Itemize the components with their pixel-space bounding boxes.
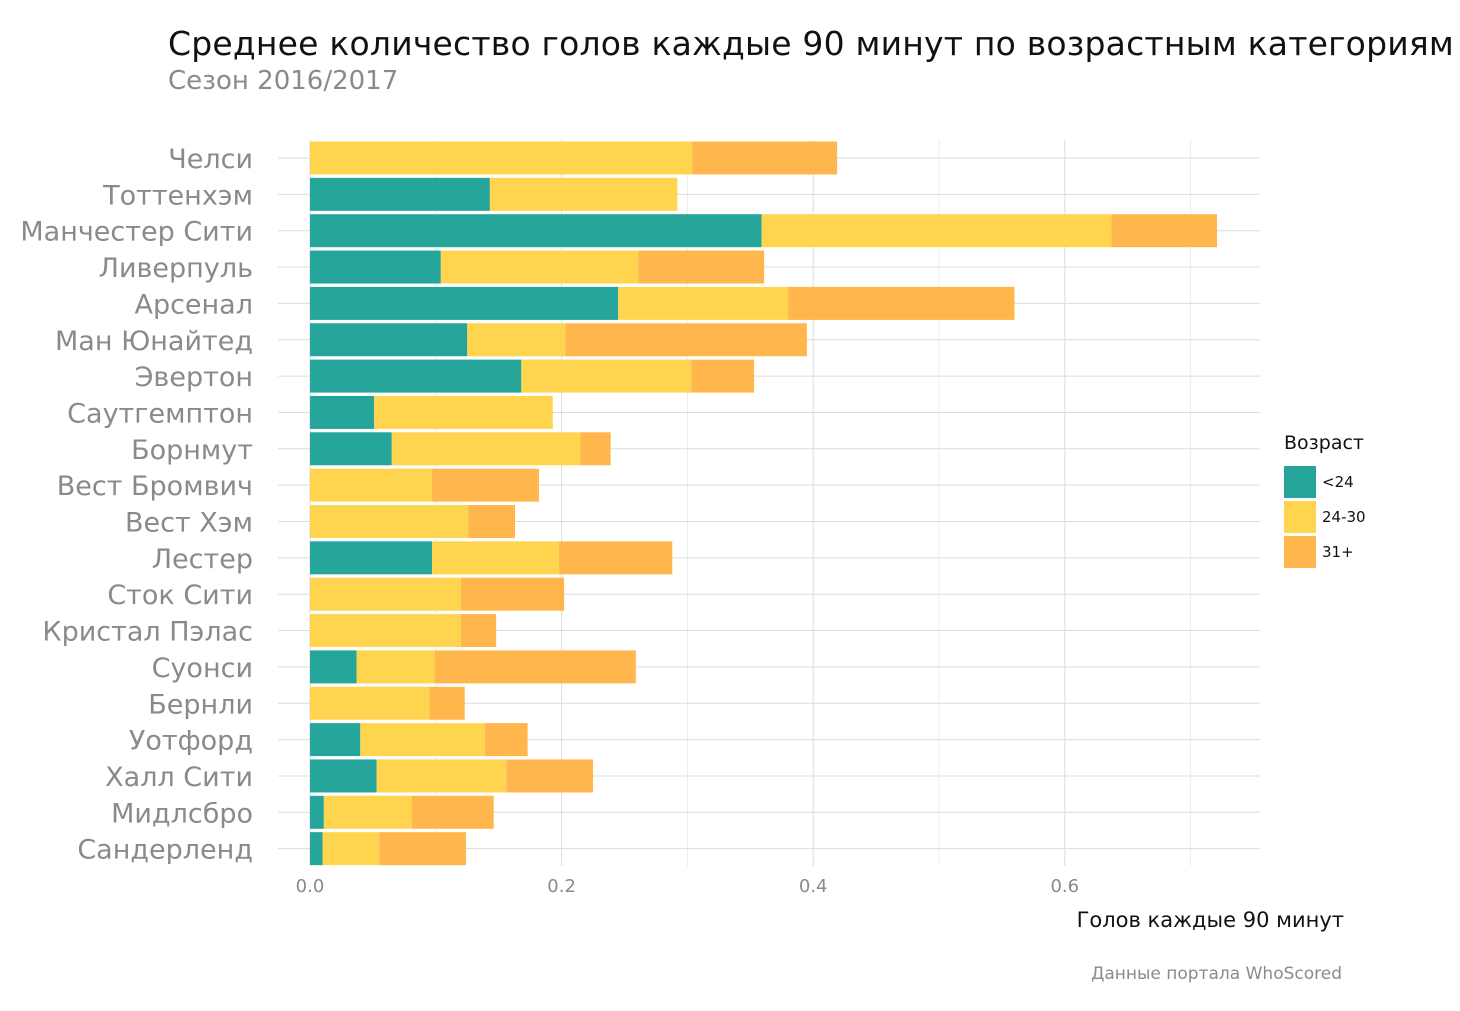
bar-segment [356,650,435,684]
y-tick-label: Арсенал [134,289,253,320]
legend-swatch [1284,535,1316,568]
bars [310,141,1218,866]
bar-segment [376,759,507,793]
bar-segment [489,177,678,211]
bar-segment [559,541,673,575]
bar-segment [788,286,1015,320]
bar-segment [638,250,765,284]
grid-lines [278,140,1260,866]
chart-subtitle: Сезон 2016/2017 [168,66,399,96]
bar-segment [310,541,433,575]
bar-segment [310,614,461,648]
y-tick-label: Борнмут [131,435,253,466]
bar-segment [310,505,469,538]
x-tick-label: 0.2 [547,876,576,897]
legend-label: 31+ [1322,542,1354,561]
bar-segment [323,795,412,829]
bar-segment [310,832,323,866]
x-tick-label: 0.0 [296,876,325,897]
y-tick-label: Сток Сити [107,580,253,611]
bar-segment [310,723,361,757]
bar-segment [1111,214,1218,248]
y-tick-label: Вест Бромвич [57,471,253,502]
legend-title: Возраст [1284,432,1364,454]
y-tick-label: Ман Юнайтед [55,326,253,357]
bar-segment [432,468,539,502]
bar-segment [310,432,392,466]
bar-segment [310,177,490,211]
y-tick-label: Ливерпуль [99,253,253,284]
y-tick-label: Челси [168,144,253,175]
bar-segment [521,359,692,393]
legend-item: 24-30 [1284,499,1366,534]
y-axis-labels: Челси Тоттенхэм Манчестер Сити Ливерпуль Арс… [20,144,253,866]
bar-segment [468,505,516,538]
bar-segment [310,759,377,793]
y-tick-label: Тоттенхэм [102,180,253,211]
bar-segment [691,359,755,393]
bar-segment [618,286,789,320]
legend: Возраст <24 24-30 31+ [1284,432,1366,569]
bar-segment [379,832,466,866]
y-tick-label: Эвертон [135,362,253,393]
bar-segment [484,723,528,757]
y-tick-label: Суонси [152,653,253,684]
legend-label: 24-30 [1322,507,1366,526]
legend-item: 31+ [1284,534,1366,569]
bar-segment [506,759,594,793]
legend-label: <24 [1322,472,1354,491]
x-tick-label: 0.4 [799,876,828,897]
bar-segment [429,686,465,720]
y-tick-label: Уотфорд [129,726,253,757]
x-axis-title: Голов каждые 90 минут [1076,908,1344,932]
chart-caption: Данные портала WhoScored [1091,964,1342,984]
y-tick-label: Мидлсбро [111,798,253,829]
bar-segment [310,468,433,502]
bar-segment [761,214,1112,248]
bar-segment [440,250,639,284]
y-tick-label: Халл Сити [105,762,253,793]
y-tick-label: Кристал Пэлас [42,617,253,648]
y-tick-label: Бернли [148,689,253,720]
bar-segment [391,432,581,466]
legend-item: <24 [1284,464,1366,499]
y-tick-label: Вест Хэм [125,508,253,539]
bar-segment [467,323,566,357]
bar-segment [434,650,636,684]
bar-segment [322,832,380,866]
bar-segment [411,795,494,829]
x-tick-label: 0.6 [1050,876,1079,897]
bar-segment [432,541,560,575]
bar-segment [460,614,497,648]
bar-segment [460,577,565,611]
bar-segment [565,323,807,357]
bar-segment [310,650,357,684]
bar-segment [310,795,324,829]
chart-title: Среднее количество голов каждые 90 минут… [168,24,1455,63]
y-tick-label: Лестер [152,544,253,575]
bar-segment [310,686,430,720]
x-axis-labels: 0.0 0.2 0.4 0.6 [296,876,1079,897]
bar-segment [310,214,762,248]
legend-swatch [1284,500,1316,533]
legend-items: <24 24-30 31+ [1284,464,1366,569]
bar-segment [580,432,611,466]
bar-segment [310,577,461,611]
y-tick-label: Сандерленд [77,835,253,866]
legend-swatch [1284,465,1316,498]
bar-segment [310,250,441,284]
bar-segment [692,141,838,175]
bar-segment [310,141,693,175]
bar-segment [310,395,375,429]
bar-segment [374,395,553,429]
bar-segment [360,723,485,757]
y-tick-label: Саутгемптон [67,398,253,429]
y-tick-label: Манчестер Сити [20,217,253,248]
bar-segment [310,323,468,357]
bar-segment [310,286,619,320]
bar-segment [310,359,522,393]
